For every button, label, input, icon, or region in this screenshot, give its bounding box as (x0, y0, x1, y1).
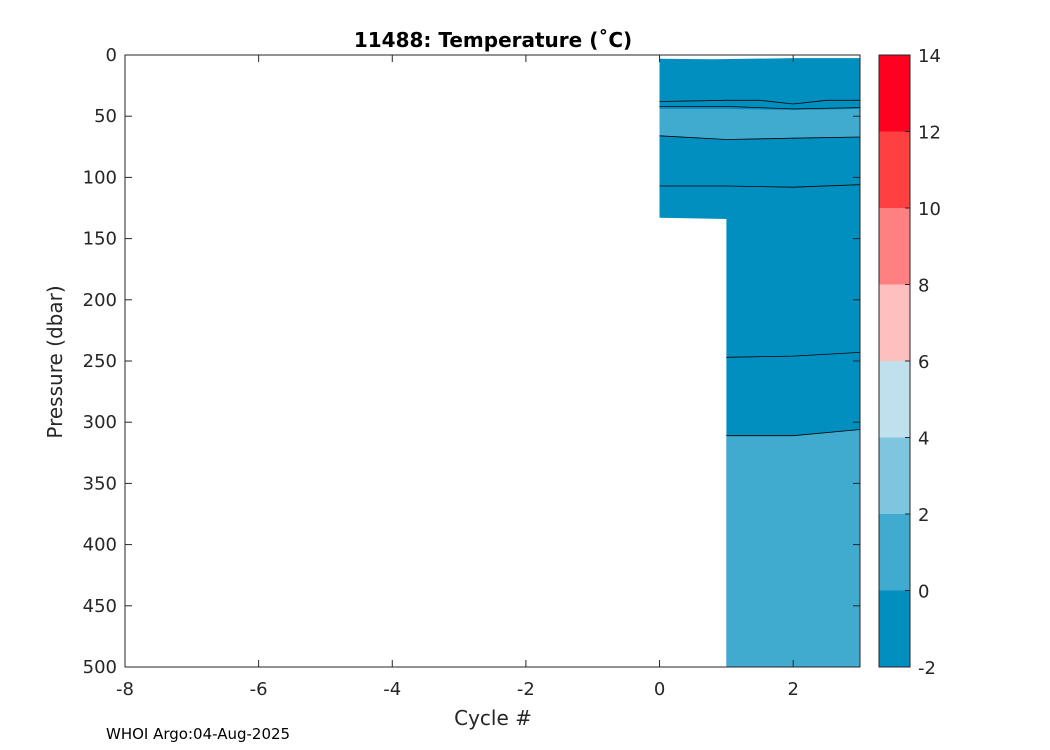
temperature-field-1 (659, 108, 860, 140)
plot-area (659, 58, 860, 668)
y-axis-ticks: 0 50 100 150 200 250 300 350 400 450 500 (83, 45, 860, 678)
contour-layer (659, 99, 861, 437)
footer-credit: WHOI Argo:04-Aug-2025 (106, 725, 291, 743)
y-tick-label: 250 (83, 351, 117, 372)
y-tick-label: 100 (83, 167, 117, 188)
y-tick-label: 350 (83, 473, 117, 494)
colorbar-segment (879, 208, 910, 285)
x-tick-label: -2 (517, 679, 535, 700)
colorbar-segment (879, 284, 910, 361)
colorbar-tick-label: -2 (918, 658, 936, 679)
y-tick-label: 450 (83, 596, 117, 617)
y-tick-label: 300 (83, 412, 117, 433)
x-tick-label: 2 (787, 679, 798, 700)
x-tick-label: -6 (250, 679, 268, 700)
contour-line-4 (726, 352, 861, 358)
y-tick-label: 0 (106, 45, 117, 66)
contour-line-1 (659, 106, 861, 110)
colorbar-segment (879, 361, 910, 438)
colorbar-segment (879, 55, 910, 132)
y-tick-label: 50 (94, 106, 117, 127)
x-tick-label: -4 (383, 679, 401, 700)
y-tick-label: 150 (83, 229, 117, 250)
colorbar-tick-label: 0 (918, 582, 929, 603)
y-axis-label: Pressure (dbar) (43, 285, 67, 438)
temperature-field-2 (726, 429, 860, 667)
y-tick-label: 500 (83, 657, 117, 678)
contour-line-5 (726, 429, 861, 437)
colorbar-tick-label: 14 (918, 46, 941, 67)
contour-line-2 (659, 135, 861, 140)
colorbar-segment (879, 131, 910, 208)
x-tick-label: -8 (116, 679, 134, 700)
y-tick-label: 400 (83, 535, 117, 556)
colorbar-tick-label: 8 (918, 276, 929, 297)
colorbar-segment (879, 514, 910, 591)
contour-line-0 (659, 99, 860, 105)
x-axis-label: Cycle # (454, 706, 532, 730)
y-tick-label: 200 (83, 290, 117, 311)
colorbar-tick-label: 12 (918, 123, 941, 144)
colorbar-tick-label: 10 (918, 199, 941, 220)
colorbar-segment (879, 437, 910, 514)
colorbar-tick-label: 2 (918, 505, 929, 526)
chart-title: 11488: Temperature (˚C) (354, 28, 632, 52)
colorbar-segment (879, 590, 910, 667)
x-tick-label: 0 (654, 679, 665, 700)
colorbar-tick-label: 4 (918, 429, 929, 450)
contour-line-3 (659, 184, 861, 188)
x-axis-ticks: -8 -6 -4 -2 0 2 (116, 55, 799, 700)
colorbar-tick-label: 6 (918, 352, 929, 373)
colorbar: -2 0 2 4 6 8 10 12 14 (878, 46, 941, 679)
